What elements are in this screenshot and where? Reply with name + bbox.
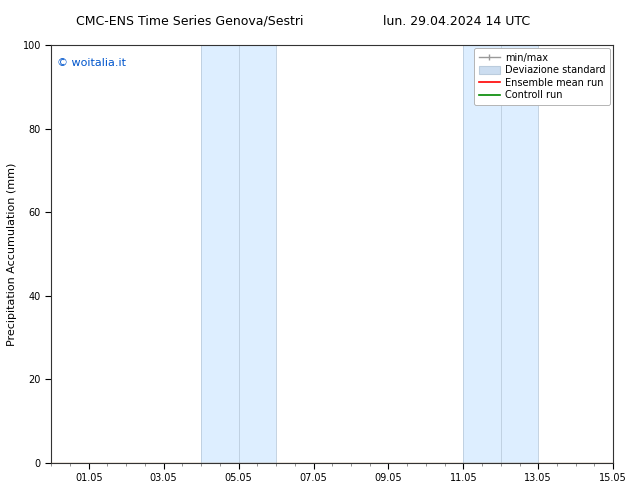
Text: © woitalia.it: © woitalia.it: [57, 58, 126, 68]
Legend: min/max, Deviazione standard, Ensemble mean run, Controll run: min/max, Deviazione standard, Ensemble m…: [474, 48, 611, 105]
Bar: [201, 45, 276, 463]
Text: CMC-ENS Time Series Genova/Sestri: CMC-ENS Time Series Genova/Sestri: [77, 15, 304, 28]
Y-axis label: Precipitation Accumulation (mm): Precipitation Accumulation (mm): [7, 162, 17, 345]
Text: lun. 29.04.2024 14 UTC: lun. 29.04.2024 14 UTC: [383, 15, 530, 28]
Bar: [463, 45, 538, 463]
